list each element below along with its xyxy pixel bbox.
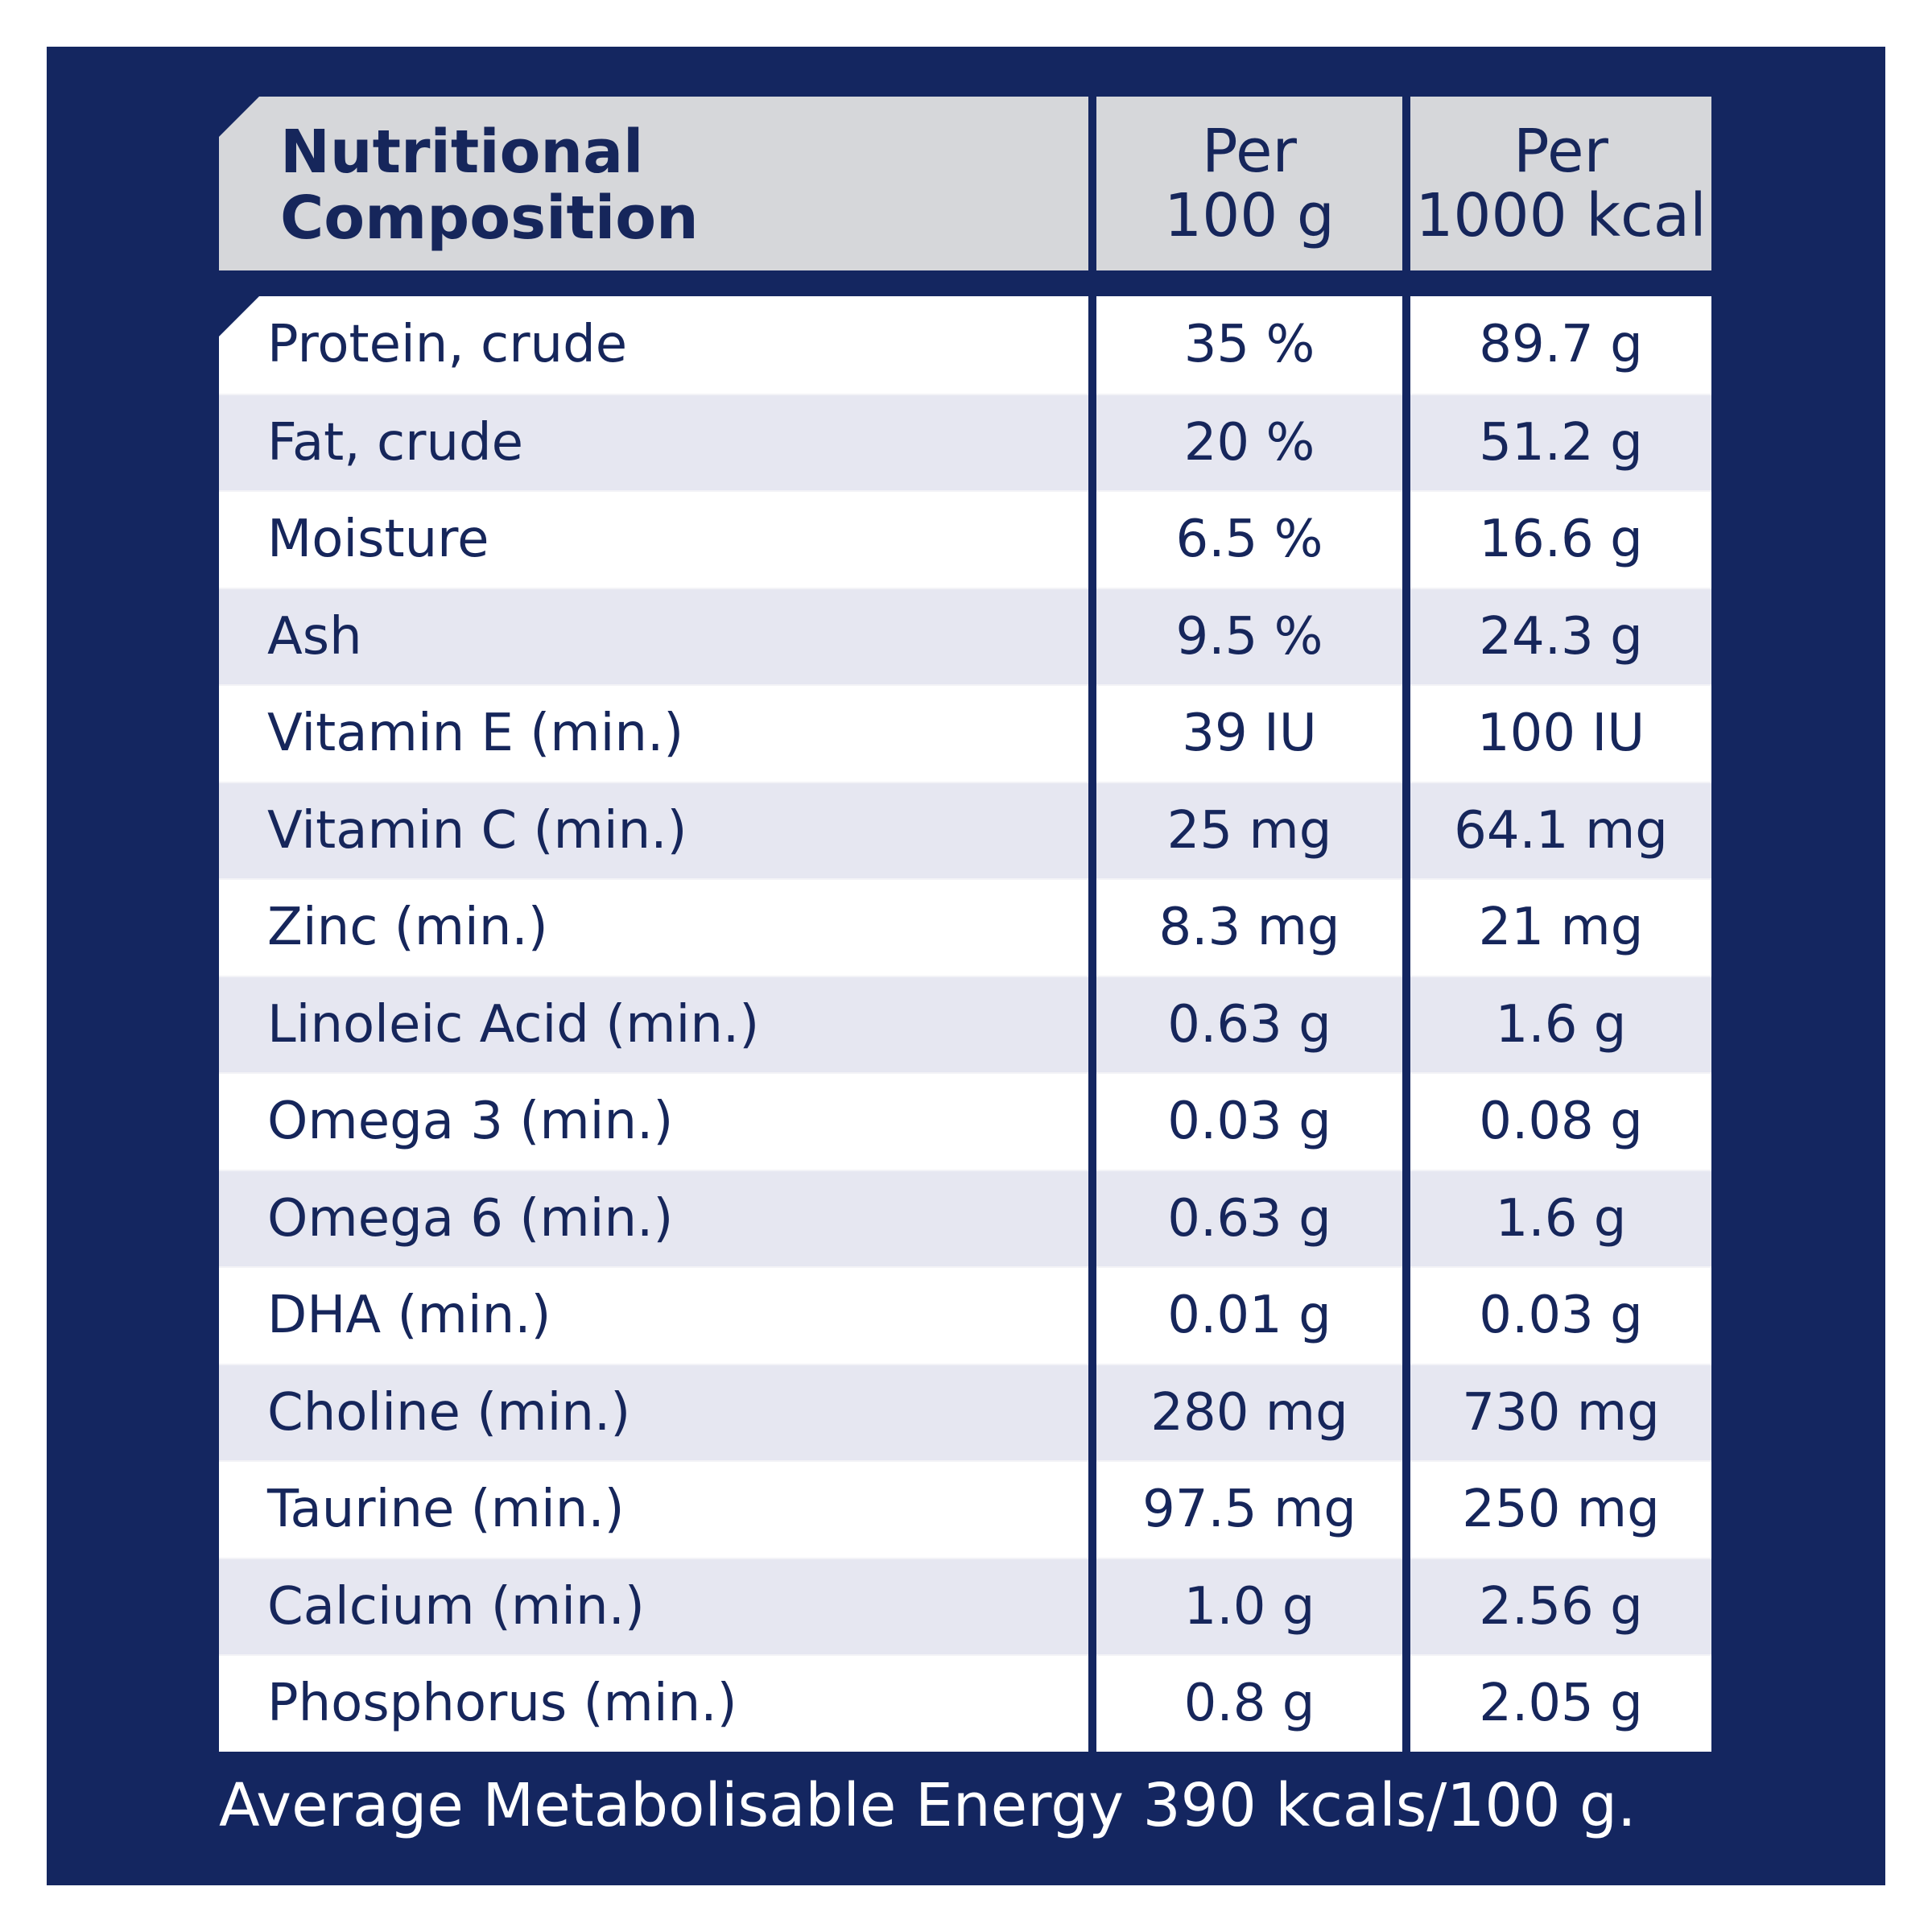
value-per-100g: 0.63 g — [1096, 975, 1402, 1073]
nutrient-name: Omega 6 (min.) — [219, 1169, 1088, 1267]
value-per-100g: 1.0 g — [1096, 1557, 1402, 1655]
table-row: DHA (min.) 0.01 g 0.03 g — [219, 1266, 1711, 1364]
value-per-1000kcal: 1.6 g — [1410, 975, 1711, 1073]
value-per-1000kcal: 16.6 g — [1410, 490, 1711, 588]
value-per-1000kcal: 21 mg — [1410, 878, 1711, 976]
table-row: Protein, crude 35 % 89.7 g — [219, 296, 1711, 394]
table-row: Omega 6 (min.) 0.63 g 1.6 g — [219, 1169, 1711, 1267]
table-row: Vitamin E (min.) 39 IU 100 IU — [219, 684, 1711, 782]
value-per-100g: 6.5 % — [1096, 490, 1402, 588]
header-col2-line2: 1000 kcal — [1415, 181, 1707, 250]
table-row: Zinc (min.) 8.3 mg 21 mg — [219, 878, 1711, 976]
value-per-100g: 0.03 g — [1096, 1072, 1402, 1170]
value-per-1000kcal: 250 mg — [1410, 1460, 1711, 1558]
value-per-100g: 8.3 mg — [1096, 878, 1402, 976]
value-per-100g: 35 % — [1096, 296, 1402, 394]
nutrient-name: Omega 3 (min.) — [219, 1072, 1088, 1170]
header-col2-line1: Per — [1513, 117, 1608, 186]
nutrient-name: Moisture — [219, 490, 1088, 588]
header-col1-line1: Per — [1202, 117, 1297, 186]
table-row: Fat, crude 20 % 51.2 g — [219, 393, 1711, 491]
value-per-1000kcal: 0.08 g — [1410, 1072, 1711, 1170]
table-row: Ash 9.5 % 24.3 g — [219, 587, 1711, 685]
value-per-1000kcal: 100 IU — [1410, 684, 1711, 782]
nutrient-name: Choline (min.) — [219, 1363, 1088, 1461]
table-row: Taurine (min.) 97.5 mg 250 mg — [219, 1460, 1711, 1558]
nutrient-name: Vitamin C (min.) — [219, 781, 1088, 879]
value-per-100g: 97.5 mg — [1096, 1460, 1402, 1558]
value-per-1000kcal: 2.05 g — [1410, 1654, 1711, 1752]
table-row: Calcium (min.) 1.0 g 2.56 g — [219, 1557, 1711, 1655]
table-row: Phosphorus (min.) 0.8 g 2.05 g — [219, 1654, 1711, 1752]
header-name-line1: Nutritional — [280, 118, 644, 187]
table-header: Nutritional Composition Per 100 g Per 10… — [219, 97, 1711, 270]
table-row: Linoleic Acid (min.) 0.63 g 1.6 g — [219, 975, 1711, 1073]
nutrient-name: Protein, crude — [219, 296, 1088, 394]
value-per-100g: 0.63 g — [1096, 1169, 1402, 1267]
value-per-100g: 9.5 % — [1096, 587, 1402, 685]
nutrient-name: Taurine (min.) — [219, 1460, 1088, 1558]
nutrient-name: DHA (min.) — [219, 1266, 1088, 1364]
nutrient-name: Linoleic Acid (min.) — [219, 975, 1088, 1073]
header-name-line2: Composition — [280, 184, 699, 253]
energy-note: Average Metabolisable Energy 390 kcals/1… — [219, 1771, 1637, 1840]
value-per-1000kcal: 51.2 g — [1410, 393, 1711, 491]
value-per-1000kcal: 24.3 g — [1410, 587, 1711, 685]
table-row: Omega 3 (min.) 0.03 g 0.08 g — [219, 1072, 1711, 1170]
header-nutritional-composition: Nutritional Composition — [219, 97, 1088, 270]
value-per-100g: 39 IU — [1096, 684, 1402, 782]
value-per-1000kcal: 2.56 g — [1410, 1557, 1711, 1655]
header-per-1000kcal: Per 1000 kcal — [1410, 97, 1711, 270]
table-row: Vitamin C (min.) 25 mg 64.1 mg — [219, 781, 1711, 879]
value-per-1000kcal: 730 mg — [1410, 1363, 1711, 1461]
table-row: Choline (min.) 280 mg 730 mg — [219, 1363, 1711, 1461]
value-per-1000kcal: 64.1 mg — [1410, 781, 1711, 879]
header-per-100g: Per 100 g — [1096, 97, 1402, 270]
value-per-100g: 280 mg — [1096, 1363, 1402, 1461]
nutrient-name: Fat, crude — [219, 393, 1088, 491]
header-col1-line2: 100 g — [1164, 181, 1335, 250]
value-per-1000kcal: 0.03 g — [1410, 1266, 1711, 1364]
table-body: Protein, crude 35 % 89.7 g Fat, crude 20 % 51… — [219, 296, 1711, 1752]
value-per-100g: 0.01 g — [1096, 1266, 1402, 1364]
nutrient-name: Zinc (min.) — [219, 878, 1088, 976]
value-per-100g: 0.8 g — [1096, 1654, 1402, 1752]
value-per-1000kcal: 1.6 g — [1410, 1169, 1711, 1267]
nutrient-name: Phosphorus (min.) — [219, 1654, 1088, 1752]
nutrient-name: Calcium (min.) — [219, 1557, 1088, 1655]
table-row: Moisture 6.5 % 16.6 g — [219, 490, 1711, 588]
value-per-1000kcal: 89.7 g — [1410, 296, 1711, 394]
nutrient-name: Vitamin E (min.) — [219, 684, 1088, 782]
nutrient-name: Ash — [219, 587, 1088, 685]
value-per-100g: 20 % — [1096, 393, 1402, 491]
value-per-100g: 25 mg — [1096, 781, 1402, 879]
